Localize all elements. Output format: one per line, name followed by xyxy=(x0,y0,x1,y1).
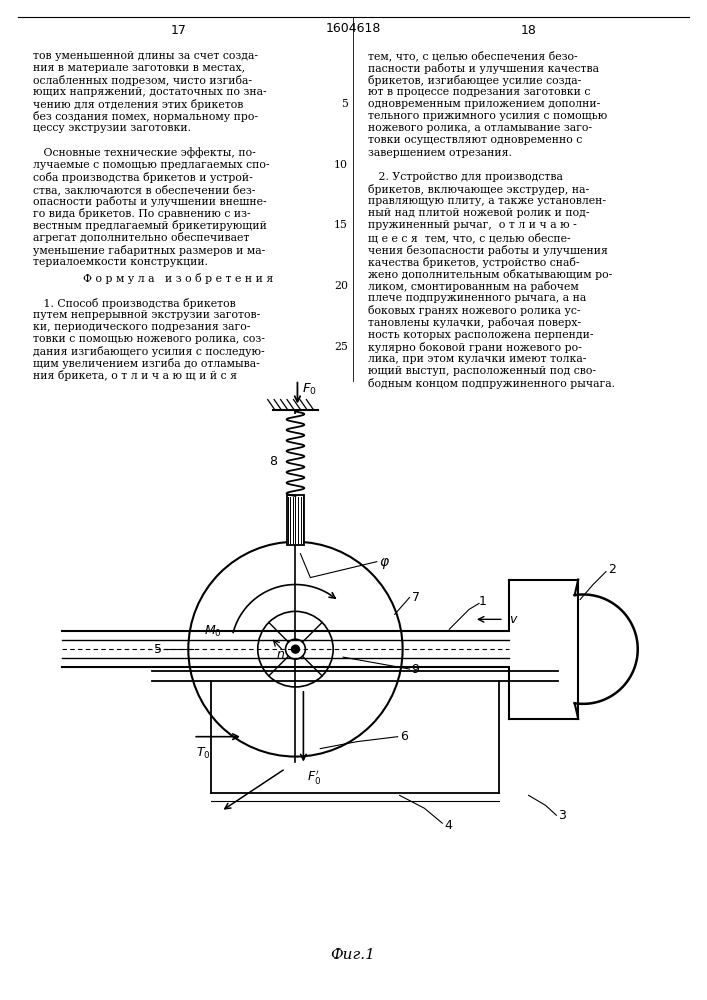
Text: ния брикета, о т л и ч а ю щ и й с я: ния брикета, о т л и ч а ю щ и й с я xyxy=(33,370,237,381)
Text: лика, при этом кулачки имеют толка-: лика, при этом кулачки имеют толка- xyxy=(368,354,586,364)
Text: 1604618: 1604618 xyxy=(325,22,380,35)
Text: $T_0$: $T_0$ xyxy=(197,746,211,761)
Text: ющих напряжений, достаточных по зна-: ющих напряжений, достаточных по зна- xyxy=(33,87,266,97)
Text: 20: 20 xyxy=(334,281,348,291)
Text: лучаемые с помощью предлагаемых спо-: лучаемые с помощью предлагаемых спо- xyxy=(33,160,269,170)
Text: без создания помех, нормальному про-: без создания помех, нормальному про- xyxy=(33,111,257,122)
Text: ный над плитой ножевой ролик и под-: ный над плитой ножевой ролик и под- xyxy=(368,208,590,218)
Text: пружиненный рычаг,  о т л и ч а ю -: пружиненный рычаг, о т л и ч а ю - xyxy=(368,220,577,230)
Text: териалоемкости конструкции.: териалоемкости конструкции. xyxy=(33,257,208,267)
Text: пасности работы и улучшения качества: пасности работы и улучшения качества xyxy=(368,63,599,74)
Text: ножевого ролика, а отламывание заго-: ножевого ролика, а отламывание заго- xyxy=(368,123,592,133)
Text: качества брикетов, устройство снаб-: качества брикетов, устройство снаб- xyxy=(368,257,579,268)
Text: агрегат дополнительно обеспечивает: агрегат дополнительно обеспечивает xyxy=(33,232,249,243)
Text: 5: 5 xyxy=(153,643,161,656)
Text: ликом, смонтированным на рабочем: ликом, смонтированным на рабочем xyxy=(368,281,578,292)
Text: товки с помощью ножевого ролика, соз-: товки с помощью ножевого ролика, соз- xyxy=(33,334,264,344)
Text: брикетов, включающее экструдер, на-: брикетов, включающее экструдер, на- xyxy=(368,184,589,195)
Text: плече подпружиненного рычага, а на: плече подпружиненного рычага, а на xyxy=(368,293,586,303)
Text: $F_0'$: $F_0'$ xyxy=(308,768,322,786)
Bar xyxy=(286,495,305,545)
Text: $F_0$: $F_0$ xyxy=(303,382,317,397)
Text: ства, заключаются в обеспечении без-: ства, заключаются в обеспечении без- xyxy=(33,184,255,195)
Text: тов уменьшенной длины за счет созда-: тов уменьшенной длины за счет созда- xyxy=(33,51,257,61)
Text: Ф о р м у л а   и з о б р е т е н и я: Ф о р м у л а и з о б р е т е н и я xyxy=(83,273,274,284)
Text: ющий выступ, расположенный под сво-: ющий выступ, расположенный под сво- xyxy=(368,366,596,376)
Text: 1: 1 xyxy=(479,595,487,608)
Text: щим увеличением изгиба до отламыва-: щим увеличением изгиба до отламыва- xyxy=(33,358,259,369)
Text: 5: 5 xyxy=(341,99,348,109)
Text: тем, что, с целью обеспечения безо-: тем, что, с целью обеспечения безо- xyxy=(368,51,578,61)
Text: соба производства брикетов и устрой-: соба производства брикетов и устрой- xyxy=(33,172,252,183)
Text: Фиг.1: Фиг.1 xyxy=(331,948,375,962)
Text: 8: 8 xyxy=(269,455,276,468)
Text: щ е е с я  тем, что, с целью обеспе-: щ е е с я тем, что, с целью обеспе- xyxy=(368,232,571,243)
Text: 1. Способ производства брикетов: 1. Способ производства брикетов xyxy=(33,298,235,309)
Text: правляющую плиту, а также установлен-: правляющую плиту, а также установлен- xyxy=(368,196,606,206)
Text: го вида брикетов. По сравнению с из-: го вида брикетов. По сравнению с из- xyxy=(33,208,250,219)
Text: v: v xyxy=(509,613,516,626)
Text: брикетов, изгибающее усилие созда-: брикетов, изгибающее усилие созда- xyxy=(368,75,581,86)
Text: вестным предлагаемый брикетирующий: вестным предлагаемый брикетирующий xyxy=(33,220,267,231)
Text: товки осуществляют одновременно с: товки осуществляют одновременно с xyxy=(368,135,582,145)
Text: тельного прижимного усилия с помощью: тельного прижимного усилия с помощью xyxy=(368,111,607,121)
Text: чения безопасности работы и улучшения: чения безопасности работы и улучшения xyxy=(368,245,608,256)
Text: 15: 15 xyxy=(334,220,348,230)
Text: $M_0$: $M_0$ xyxy=(204,624,222,639)
Text: Основные технические эффекты, по-: Основные технические эффекты, по- xyxy=(33,148,255,158)
Text: завершением отрезания.: завершением отрезания. xyxy=(368,148,512,158)
Text: 2. Устройство для производства: 2. Устройство для производства xyxy=(368,172,563,182)
Text: 6: 6 xyxy=(399,730,407,743)
Text: путем непрерывной экструзии заготов-: путем непрерывной экструзии заготов- xyxy=(33,310,259,320)
Text: 17: 17 xyxy=(170,24,187,37)
Text: 10: 10 xyxy=(334,160,348,170)
Text: 18: 18 xyxy=(520,24,537,37)
Text: уменьшение габаритных размеров и ма-: уменьшение габаритных размеров и ма- xyxy=(33,245,265,256)
Text: 4: 4 xyxy=(444,819,452,832)
Text: 25: 25 xyxy=(334,342,348,352)
Circle shape xyxy=(291,645,300,653)
Text: ют в процессе подрезания заготовки с: ют в процессе подрезания заготовки с xyxy=(368,87,590,97)
Text: φ: φ xyxy=(380,555,389,569)
Text: 9: 9 xyxy=(411,663,419,676)
Text: чению для отделения этих брикетов: чению для отделения этих брикетов xyxy=(33,99,243,110)
Text: опасности работы и улучшении внешне-: опасности работы и улучшении внешне- xyxy=(33,196,266,207)
Text: кулярно боковой грани ножевого ро-: кулярно боковой грани ножевого ро- xyxy=(368,342,582,353)
Text: боковых гранях ножевого ролика ус-: боковых гранях ножевого ролика ус- xyxy=(368,305,580,316)
Text: ность которых расположена перпенди-: ность которых расположена перпенди- xyxy=(368,330,593,340)
Text: цессу экструзии заготовки.: цессу экструзии заготовки. xyxy=(33,123,191,133)
Text: жено дополнительным обкатывающим ро-: жено дополнительным обкатывающим ро- xyxy=(368,269,612,280)
Text: 3: 3 xyxy=(559,809,566,822)
Text: 7: 7 xyxy=(411,591,419,604)
Text: ки, периодического подрезания заго-: ки, периодического подрезания заго- xyxy=(33,322,250,332)
Text: бодным концом подпружиненного рычага.: бодным концом подпружиненного рычага. xyxy=(368,378,615,389)
Text: дания изгибающего усилия с последую-: дания изгибающего усилия с последую- xyxy=(33,346,264,357)
Text: n: n xyxy=(276,648,284,661)
Text: 2: 2 xyxy=(608,563,616,576)
Text: ослабленных подрезом, чисто изгиба-: ослабленных подрезом, чисто изгиба- xyxy=(33,75,252,86)
Text: одновременным приложением дополни-: одновременным приложением дополни- xyxy=(368,99,600,109)
Text: ния в материале заготовки в местах,: ния в материале заготовки в местах, xyxy=(33,63,245,73)
Text: тановлены кулачки, рабочая поверх-: тановлены кулачки, рабочая поверх- xyxy=(368,317,581,328)
